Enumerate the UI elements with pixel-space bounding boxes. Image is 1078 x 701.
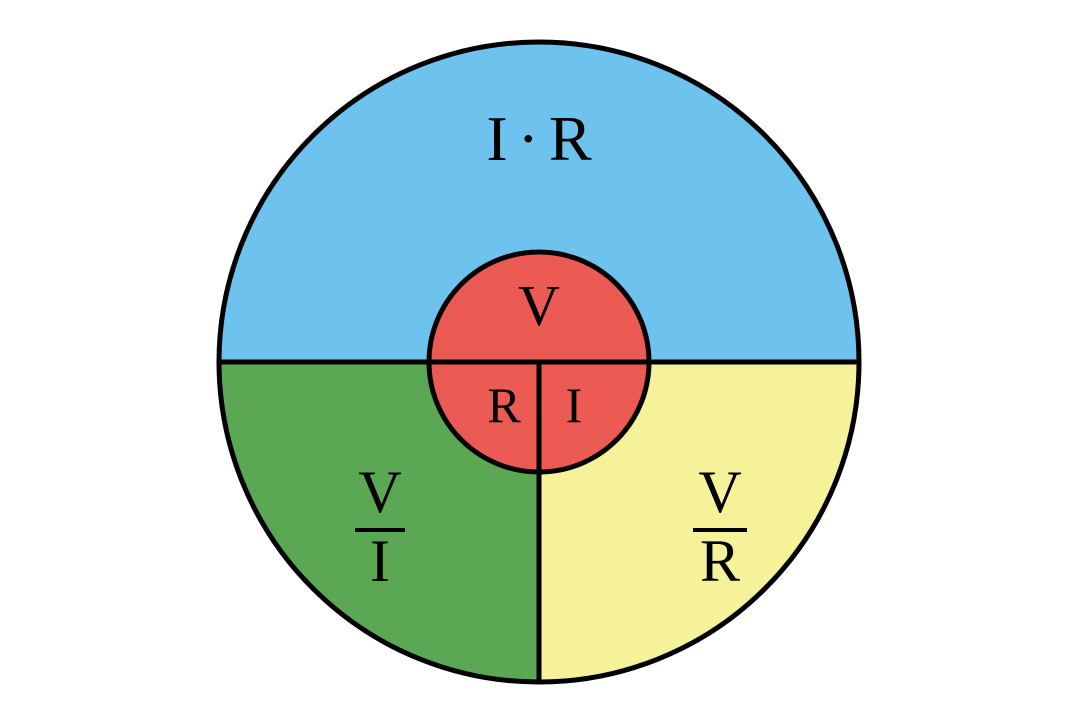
- ohms-law-wheel: I·RVIVRVRI: [0, 0, 1078, 701]
- inner-label-v: V: [518, 273, 560, 338]
- formula-bottom-right-numerator: V: [698, 459, 741, 525]
- formula-bottom-left-denominator: I: [370, 528, 390, 594]
- inner-label-r: R: [487, 377, 521, 433]
- inner-label-i: I: [566, 377, 583, 433]
- formula-bottom-left-numerator: V: [358, 459, 401, 525]
- ohms-law-diagram-container: I·RVIVRVRI: [0, 0, 1078, 701]
- formula-bottom-right-denominator: R: [700, 528, 740, 594]
